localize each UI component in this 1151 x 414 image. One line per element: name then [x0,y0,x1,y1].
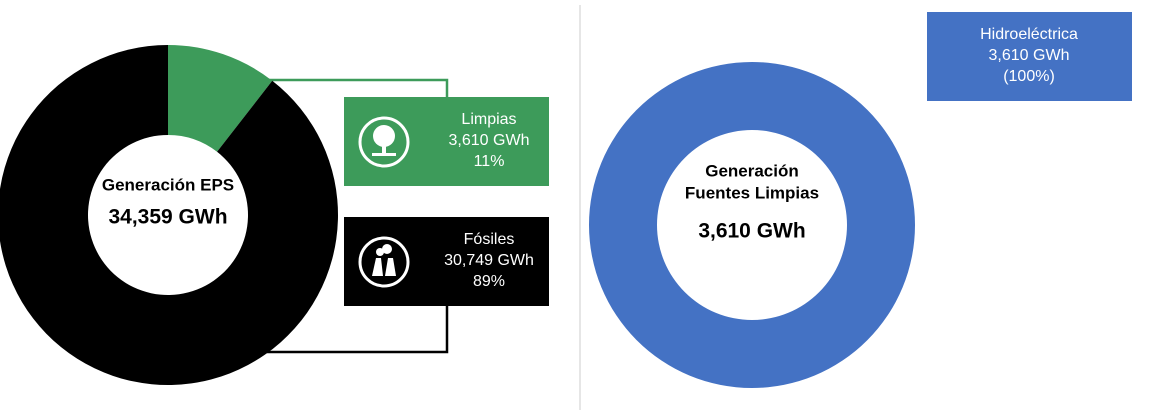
donut-segment [0,45,338,385]
icon-smoke [376,248,384,256]
connector [262,78,449,97]
center-label: Generación [705,161,799,180]
percent-label: 11% [474,153,505,170]
percent-label: (100%) [1003,68,1055,85]
icon-ring [358,116,410,168]
icon-ring [358,236,410,288]
center-label: Generación EPS [102,175,234,194]
value-label: 30,749 GWh [444,252,534,269]
percent-label: 89% [473,273,505,290]
value-label: 3,610 GWh [449,132,530,149]
icon-smoke [382,244,392,254]
center-label: 3,610 GWh [698,220,805,243]
category-label: Hidroeléctrica [980,26,1078,43]
connector [262,306,449,354]
icon-tree [382,140,386,154]
icon-factory [372,258,396,276]
donut-segment [589,62,915,388]
icon-tree [372,153,396,156]
icon-tree [373,125,395,147]
center-label: 34,359 GWh [108,206,227,229]
label-box [927,12,1132,101]
value-label: 3,610 GWh [989,47,1070,64]
center-label: Fuentes Limpias [685,183,819,202]
category-label: Fósiles [464,231,515,248]
category-label: Limpias [461,111,516,128]
donut-segment [168,45,273,152]
